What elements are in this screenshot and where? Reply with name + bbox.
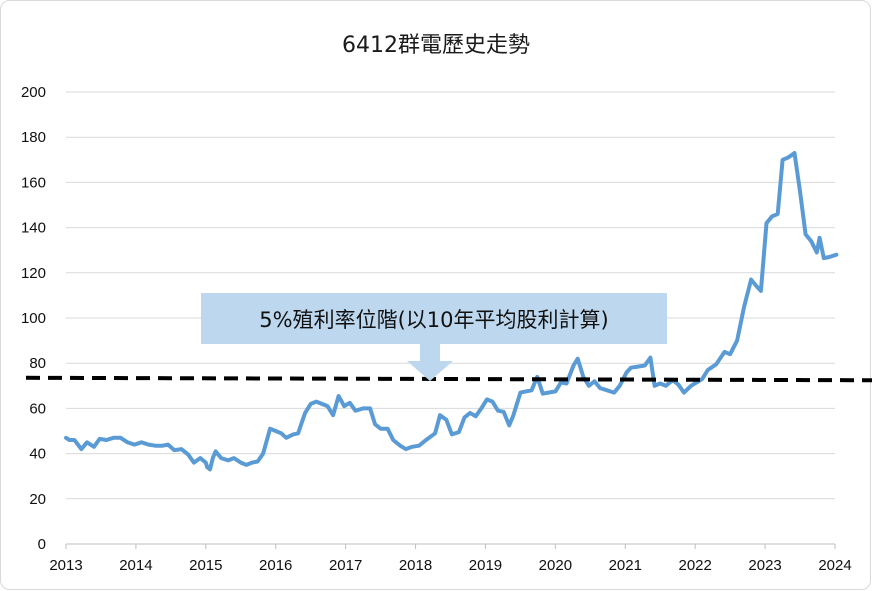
x-tick-label: 2022 [678, 557, 711, 574]
x-tick-label: 2019 [469, 557, 502, 574]
x-tick-label: 2021 [609, 557, 642, 574]
y-tick-label: 20 [29, 491, 46, 508]
series-layer [64, 151, 839, 472]
reference-line [25, 375, 872, 383]
x-tick-label: 2018 [399, 557, 432, 574]
chart-title: 6412群電歷史走勢 [342, 33, 530, 58]
x-tick-label: 2014 [119, 557, 152, 574]
y-tick-label: 180 [21, 129, 46, 146]
y-tick-label: 140 [21, 220, 46, 237]
y-tick-label: 60 [29, 400, 46, 417]
reference-line-layer [25, 375, 872, 383]
x-tick-label: 2013 [49, 557, 82, 574]
annotation-text: 5%殖利率位階(以10年平均股利計算) [259, 308, 608, 332]
axis-layer: 0 20 40 60 80 100 120 140 160 180 200 2013 2014 2015 2… [21, 84, 852, 574]
annotation-layer: 5%殖利率位階(以10年平均股利計算) [201, 293, 667, 381]
x-tick-label: 2015 [189, 557, 222, 574]
x-tick-label: 2016 [259, 557, 292, 574]
annotation-arrow [407, 344, 453, 381]
y-tick-label: 0 [38, 536, 46, 553]
x-tick-label: 2023 [748, 557, 781, 574]
series-line [64, 151, 839, 472]
y-tick-label: 80 [29, 355, 46, 372]
grid-layer [66, 91, 835, 500]
x-tick-label: 2017 [329, 557, 362, 574]
x-tick-label: 2020 [539, 557, 572, 574]
x-tick-label: 2024 [818, 557, 851, 574]
y-tick-label: 160 [21, 174, 46, 191]
y-tick-label: 200 [21, 84, 46, 101]
y-tick-label: 100 [21, 310, 46, 327]
annotation-box [201, 293, 667, 344]
y-tick-label: 120 [21, 265, 46, 282]
y-tick-label: 40 [29, 446, 46, 463]
